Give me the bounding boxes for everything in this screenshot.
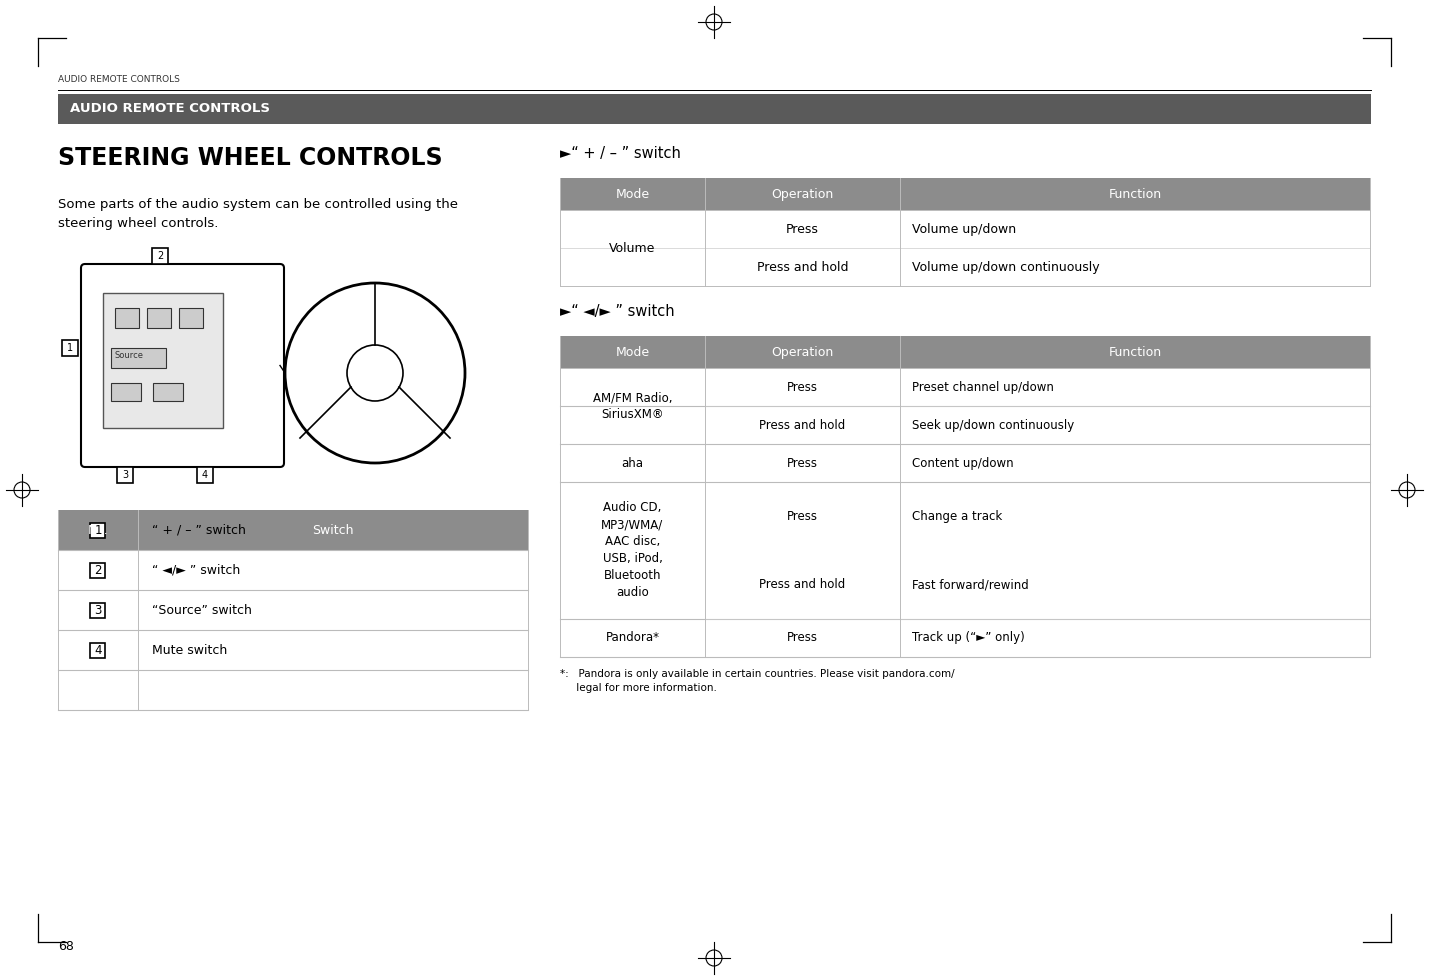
Text: Seek up/down continuously: Seek up/down continuously	[912, 418, 1075, 431]
Text: aha: aha	[622, 457, 643, 469]
Bar	[111, 348, 166, 368]
Text: “ + / – ” switch: “ + / – ” switch	[151, 523, 246, 536]
Bar	[59, 510, 527, 550]
Text: 1: 1	[94, 523, 101, 536]
Text: AUDIO REMOTE CONTROLS: AUDIO REMOTE CONTROLS	[59, 75, 180, 84]
Text: ►“ ◄/► ” switch: ►“ ◄/► ” switch	[560, 304, 674, 319]
Text: ►“ + / – ” switch: ►“ + / – ” switch	[560, 146, 680, 161]
Text: Mode: Mode	[616, 187, 650, 201]
Text: “Source” switch: “Source” switch	[151, 604, 252, 616]
Text: 4: 4	[201, 470, 209, 480]
Text: Pandora*: Pandora*	[606, 631, 660, 644]
Text: 2: 2	[157, 251, 163, 261]
Text: 4: 4	[94, 644, 101, 657]
Bar	[90, 603, 106, 617]
Bar	[90, 522, 106, 537]
Text: Function: Function	[1109, 346, 1162, 359]
Text: Change a track: Change a track	[912, 510, 1002, 522]
Text: Preset channel up/down: Preset channel up/down	[912, 380, 1053, 394]
Bar	[61, 340, 79, 356]
Bar	[153, 383, 183, 401]
Text: Press: Press	[787, 510, 817, 522]
Bar	[179, 308, 203, 328]
Bar	[114, 308, 139, 328]
Text: 3: 3	[121, 470, 129, 480]
Bar	[90, 643, 106, 658]
Text: Fast forward/rewind: Fast forward/rewind	[912, 578, 1029, 591]
Text: Source: Source	[114, 351, 144, 360]
Text: Press: Press	[787, 380, 817, 394]
Text: 3: 3	[94, 604, 101, 616]
Text: Volume: Volume	[609, 241, 656, 255]
Text: Operation: Operation	[772, 346, 833, 359]
Text: STEERING WHEEL CONTROLS: STEERING WHEEL CONTROLS	[59, 146, 443, 170]
Text: No.: No.	[87, 523, 109, 536]
Text: Audio CD,
MP3/WMA/
AAC disc,
USB, iPod,
Bluetooth
audio: Audio CD, MP3/WMA/ AAC disc, USB, iPod, …	[602, 502, 663, 600]
Text: Content up/down: Content up/down	[912, 457, 1013, 469]
Text: Press: Press	[787, 457, 817, 469]
Bar	[197, 467, 213, 483]
Bar	[560, 178, 1370, 210]
Bar	[151, 248, 169, 264]
Text: 68: 68	[59, 940, 74, 953]
Bar	[103, 293, 223, 428]
Bar	[90, 563, 106, 577]
Text: Mode: Mode	[616, 346, 650, 359]
Bar	[111, 383, 141, 401]
Text: Operation: Operation	[772, 187, 833, 201]
Text: “ ◄/► ” switch: “ ◄/► ” switch	[151, 564, 240, 576]
Bar	[560, 336, 1370, 368]
Text: Track up (“►” only): Track up (“►” only)	[912, 631, 1025, 644]
Text: Volume up/down: Volume up/down	[912, 222, 1016, 235]
Text: Switch: Switch	[313, 523, 354, 536]
Text: Press and hold: Press and hold	[757, 261, 849, 273]
Bar	[147, 308, 171, 328]
Text: Press: Press	[787, 631, 817, 644]
Text: Some parts of the audio system can be controlled using the
steering wheel contro: Some parts of the audio system can be co…	[59, 198, 459, 230]
Text: Volume up/down continuously: Volume up/down continuously	[912, 261, 1100, 273]
Text: Press: Press	[786, 222, 819, 235]
Bar	[117, 467, 133, 483]
Bar	[59, 94, 1370, 124]
Text: AUDIO REMOTE CONTROLS: AUDIO REMOTE CONTROLS	[70, 103, 270, 116]
Text: Mute switch: Mute switch	[151, 644, 227, 657]
Text: Function: Function	[1109, 187, 1162, 201]
Text: Press and hold: Press and hold	[759, 578, 846, 591]
Text: *:   Pandora is only available in certain countries. Please visit pandora.com/
 : *: Pandora is only available in certain …	[560, 668, 955, 693]
Text: AM/FM Radio,
SiriusXM®: AM/FM Radio, SiriusXM®	[593, 391, 672, 421]
Text: 1: 1	[67, 343, 73, 353]
Text: Press and hold: Press and hold	[759, 418, 846, 431]
Text: 2: 2	[94, 564, 101, 576]
FancyBboxPatch shape	[81, 264, 284, 467]
